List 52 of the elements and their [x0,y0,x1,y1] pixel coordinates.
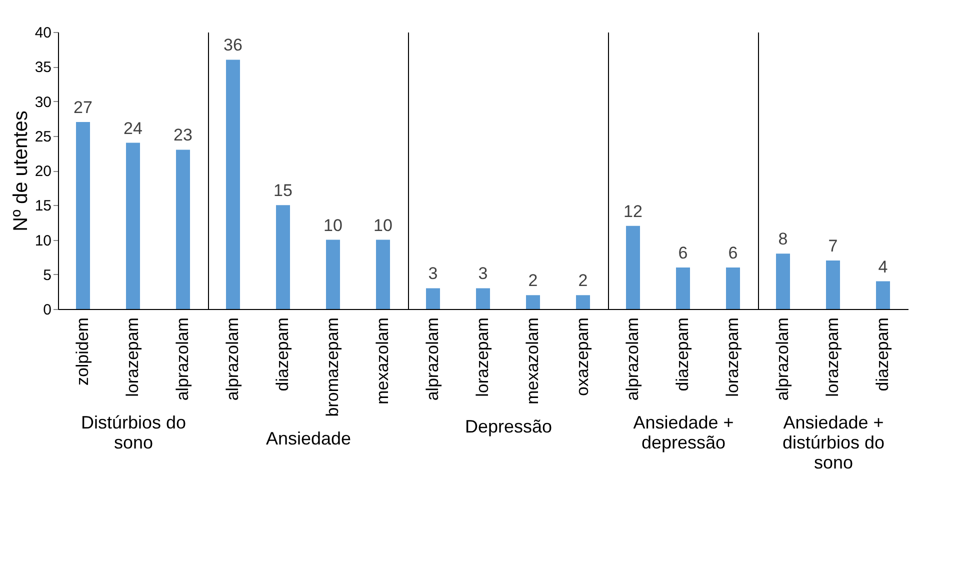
data-label: 2 [528,271,538,290]
x-tick-label: lorazepam [723,318,742,397]
y-tick-label: 5 [43,266,52,284]
data-label: 3 [478,264,488,284]
y-axis-title: Nº de utentes [10,110,32,232]
x-axis-title: Depressão [464,416,552,436]
y-tick-label: 10 [34,232,52,250]
x-tick-label: alprazolam [423,318,442,401]
x-tick-label: bromazepam [323,318,342,417]
data-label: 10 [324,216,342,235]
y-tick-label: 25 [34,128,52,146]
x-tick-label: diazepam [273,318,292,392]
x-tick-label: mexazolam [523,318,542,404]
y-tick-label: 40 [34,24,52,42]
x-tick-label: zolpidem [73,318,92,386]
x-tick-label: lorazepam [123,318,142,397]
x-tick-label: oxazepam [573,318,592,396]
x-axis-title: Ansiedade + distúrbios do sono [782,412,885,473]
data-label: 23 [174,126,192,145]
x-tick-label: diazepam [673,318,692,392]
data-label: 15 [274,181,292,200]
x-tick-label: diazepam [873,318,892,392]
data-label: 10 [374,216,392,235]
data-label: 2 [578,271,588,290]
x-tick-label: lorazepam [823,318,842,397]
x-tick-label: alprazolam [773,318,792,401]
data-label: 3 [428,264,438,284]
x-axis-title: Ansiedade + depressão [633,412,734,453]
x-tick-label: mexazolam [373,318,392,404]
x-tick-label: alprazolam [173,318,192,401]
data-label: 12 [624,202,642,221]
y-tick-label: 15 [34,198,52,215]
bar [176,150,190,309]
data-label: 27 [74,98,92,118]
y-tick-label: 20 [34,163,52,180]
x-tick-label: alprazolam [623,318,642,401]
x-axis-title: Ansiedade [266,428,352,449]
x-axis-title: Distúrbios do sono [80,412,186,453]
x-tick-label: alprazolam [223,318,242,401]
y-tick-label: 30 [34,94,52,111]
x-tick-label: lorazepam [473,318,492,397]
data-label: 4 [878,257,888,276]
bar [76,122,90,309]
data-label: 6 [728,243,738,262]
data-label: 36 [224,36,242,55]
bar [126,142,140,309]
y-tick-label: 35 [34,59,52,76]
data-label: 8 [778,230,788,249]
data-label: 7 [828,236,838,256]
data-label: 24 [124,118,142,138]
data-label: 6 [678,243,688,262]
y-tick-label: 0 [43,302,52,318]
